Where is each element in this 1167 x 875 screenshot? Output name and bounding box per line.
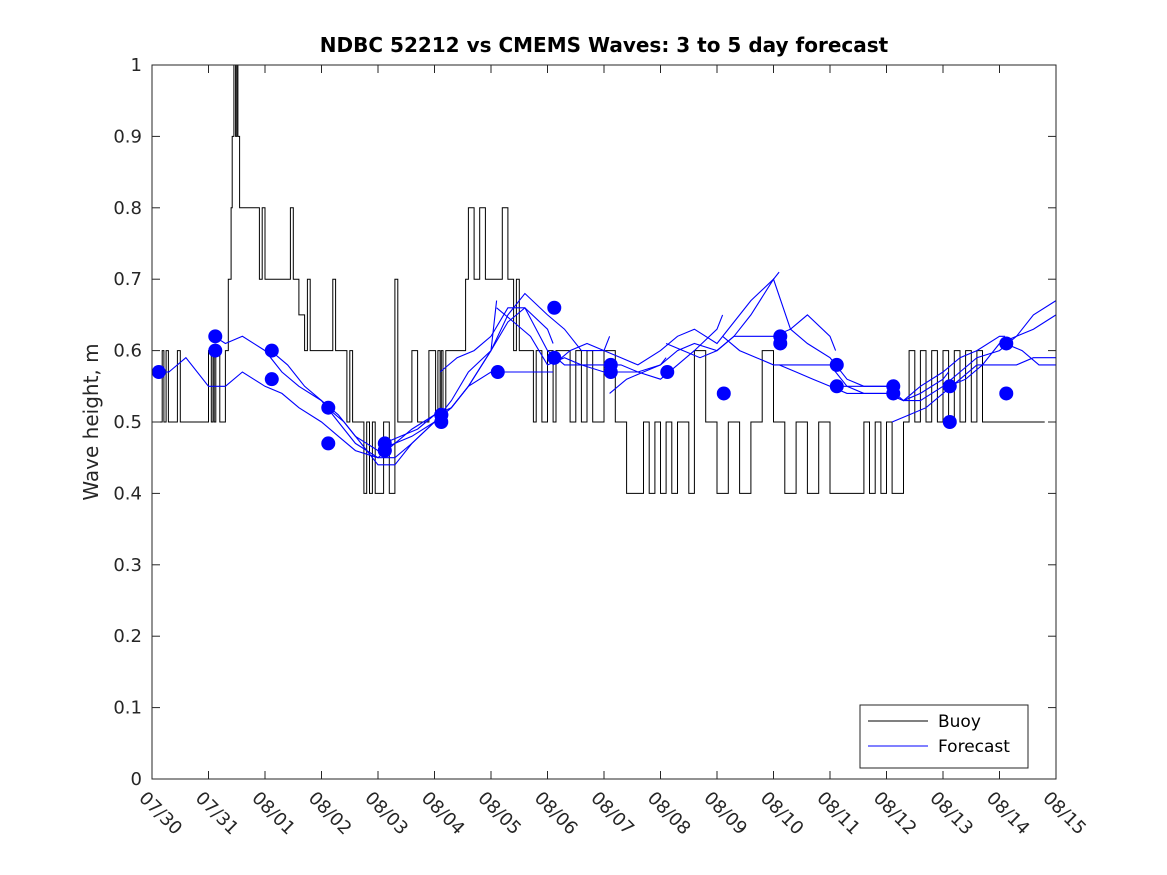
forecast-marker	[999, 386, 1014, 401]
y-tick-label: 0.1	[113, 698, 142, 719]
forecast-marker	[264, 372, 279, 387]
y-tick-label: 0.5	[113, 412, 142, 433]
y-tick-label: 0.7	[113, 269, 142, 290]
forecast-marker	[151, 365, 166, 380]
forecast-marker	[490, 365, 505, 380]
chart-title: NDBC 52212 vs CMEMS Waves: 3 to 5 day fo…	[320, 33, 889, 57]
forecast-marker	[942, 415, 957, 429]
forecast-marker	[999, 336, 1014, 351]
legend: Buoy Forecast	[859, 704, 1029, 769]
forecast-line	[891, 357, 1056, 423]
y-tick-label: 0	[131, 769, 142, 790]
forecast-line	[152, 356, 441, 459]
y-tick-label: 0.3	[113, 555, 142, 576]
legend-box	[859, 704, 1029, 769]
forecast-line	[1004, 342, 1056, 366]
forecast-marker	[829, 379, 844, 394]
forecast-marker	[660, 365, 675, 380]
y-axis-label: Wave height, m	[79, 343, 103, 500]
forecast-marker	[886, 379, 901, 394]
y-tick-label: 0.9	[113, 126, 142, 147]
y-tick-label: 0.8	[113, 198, 142, 219]
y-tick-label: 1	[131, 55, 142, 76]
forecast-marker	[321, 400, 336, 415]
buoy-series	[152, 64, 1045, 494]
forecast-marker	[603, 365, 618, 380]
forecast-markers	[151, 300, 1014, 458]
legend-label-forecast: Forecast	[938, 737, 1010, 757]
forecast-marker	[434, 407, 449, 422]
forecast-line	[213, 300, 498, 459]
forecast-marker	[321, 436, 336, 451]
y-tick-label: 0.6	[113, 341, 142, 362]
buoy-line	[152, 64, 1045, 494]
forecast-line	[722, 335, 950, 402]
forecast-marker	[829, 357, 844, 372]
legend-label-buoy: Buoy	[938, 712, 981, 732]
forecast-marker	[547, 300, 562, 315]
forecast-line	[552, 271, 780, 366]
y-axis: 0 0.1 0.2 0.3 0.4 0.5 0.6 0.7 0.8 0.9 1	[113, 55, 1056, 790]
forecast-marker	[208, 329, 223, 344]
forecast-marker	[942, 379, 957, 394]
forecast-marker	[547, 350, 562, 365]
y-tick-label: 0.4	[113, 483, 142, 504]
forecast-marker	[264, 343, 279, 358]
forecast-line	[270, 307, 554, 452]
forecast-marker	[773, 329, 788, 344]
y-tick-label: 0.2	[113, 626, 142, 647]
forecast-marker	[716, 386, 731, 401]
forecast-line	[665, 277, 893, 387]
forecast-marker	[377, 443, 392, 458]
forecast-marker	[208, 343, 223, 358]
